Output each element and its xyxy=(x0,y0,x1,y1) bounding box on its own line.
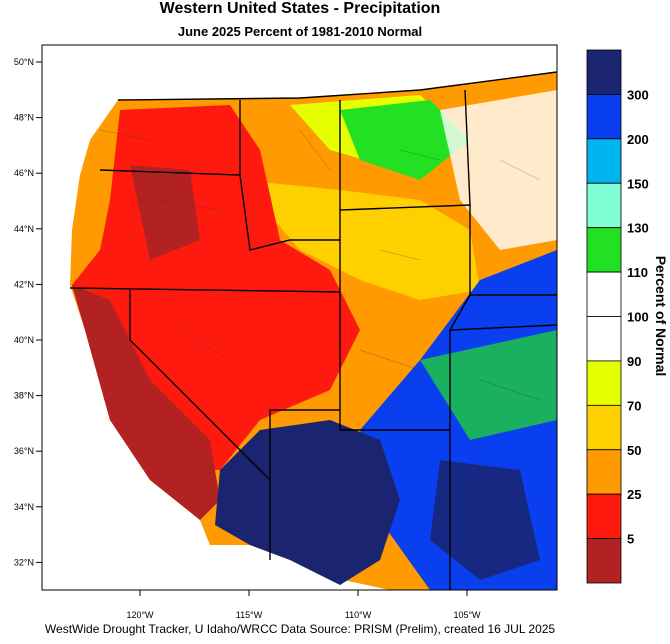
lat-label: 32°N xyxy=(14,557,34,567)
lat-label: 50°N xyxy=(14,57,34,67)
colorbar: 300 200 150 130 110 100 90 70 50 25 5 xyxy=(586,49,649,584)
lon-labels: 120°W 115°W 110°W 105°W xyxy=(126,590,481,620)
subtitle: June 2025 Percent of 1981-2010 Normal xyxy=(178,24,422,39)
colorbar-swatch xyxy=(586,493,622,539)
lat-label: 42°N xyxy=(14,279,34,289)
colorbar-swatch xyxy=(586,227,622,273)
colorbar-label: 130 xyxy=(627,221,649,236)
colorbar-label: 50 xyxy=(627,443,641,458)
colorbar-swatch xyxy=(586,138,622,184)
lon-label: 110°W xyxy=(345,610,372,620)
lat-label: 36°N xyxy=(14,446,34,456)
colorbar-label: 300 xyxy=(627,87,649,102)
colorbar-swatch xyxy=(586,316,622,362)
colorbar-label: 100 xyxy=(627,310,649,325)
colorbar-swatch xyxy=(586,538,622,584)
lat-labels: 50°N 48°N 46°N 44°N 42°N 40°N 38°N 36°N 34°N 32°N xyxy=(14,57,42,567)
lat-label: 44°N xyxy=(14,224,34,234)
title: Western United States - Precipitation xyxy=(160,0,441,17)
colorbar-label: 110 xyxy=(627,265,648,280)
map xyxy=(41,44,558,591)
lat-label: 46°N xyxy=(14,168,34,178)
lon-label: 105°W xyxy=(453,610,481,620)
footer: WestWide Drought Tracker, U Idaho/WRCC D… xyxy=(45,622,556,636)
lat-label: 34°N xyxy=(14,502,34,512)
colorbar-swatch xyxy=(586,360,622,406)
colorbar-swatch xyxy=(586,94,622,140)
colorbar-title: Percent of Normal xyxy=(653,256,669,377)
lon-label: 120°W xyxy=(126,610,154,620)
colorbar-label: 200 xyxy=(627,132,649,147)
colorbar-swatch xyxy=(586,404,622,451)
lat-label: 38°N xyxy=(14,391,34,401)
lat-label: 48°N xyxy=(14,113,34,123)
lat-label: 40°N xyxy=(14,335,34,345)
colorbar-swatch xyxy=(586,449,622,495)
colorbar-label: 90 xyxy=(627,354,641,369)
colorbar-swatch xyxy=(586,49,622,95)
colorbar-swatch xyxy=(586,271,622,317)
colorbar-label: 70 xyxy=(627,398,641,413)
colorbar-label: 25 xyxy=(627,487,641,502)
colorbar-label: 150 xyxy=(627,176,649,191)
colorbar-label: 5 xyxy=(627,532,634,547)
colorbar-swatch xyxy=(586,182,622,229)
lon-label: 115°W xyxy=(236,610,263,620)
